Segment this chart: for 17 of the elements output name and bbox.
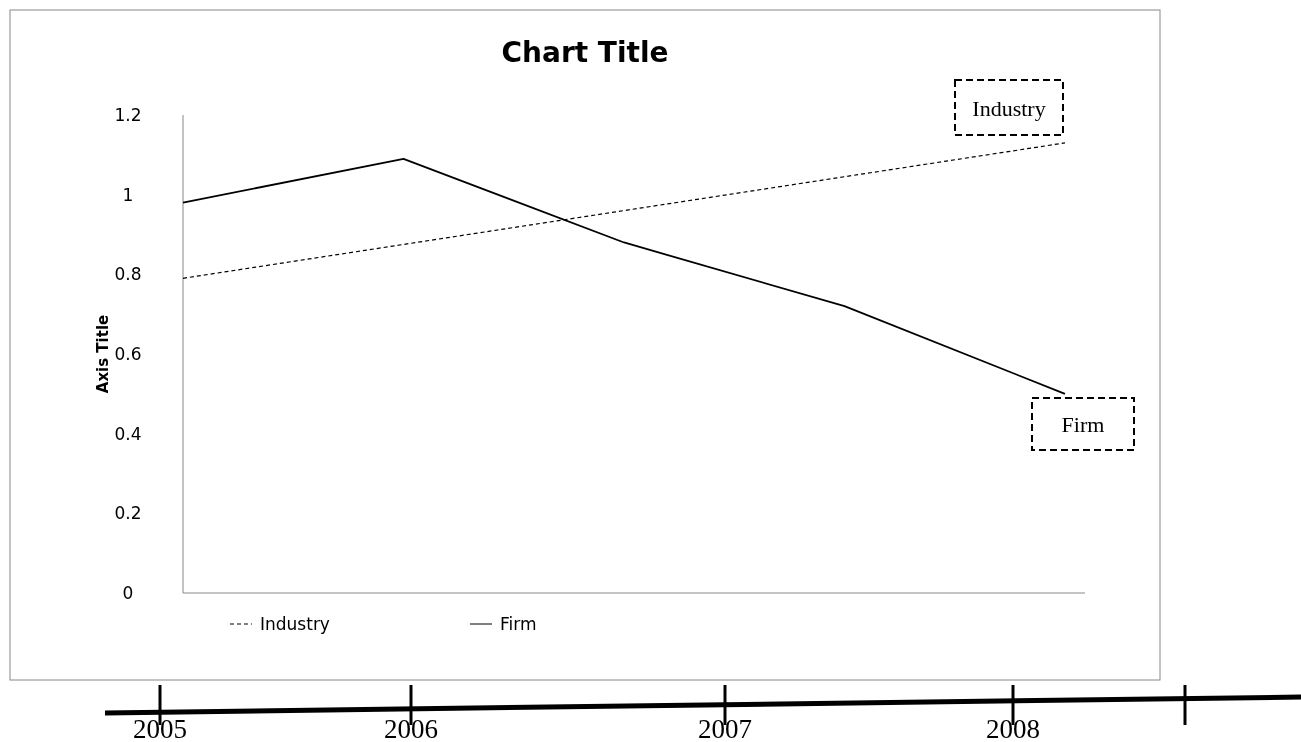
y-tick-label: 0.4 <box>114 423 142 444</box>
y-tick-label: 0.2 <box>114 503 142 524</box>
text: 2006 <box>384 714 438 742</box>
y-tick-label: 0.6 <box>114 344 142 364</box>
annotation: Industry <box>972 95 1046 121</box>
text: 2007 <box>698 714 752 742</box>
legend-label: Firm <box>500 614 537 634</box>
y-tick-label: 0 <box>122 583 134 603</box>
text: 2008 <box>986 714 1040 742</box>
y-tick-label: 0.8 <box>114 264 142 285</box>
legend-label: Industry <box>260 614 330 634</box>
text: 2005 <box>133 714 187 742</box>
chart-title: Chart Title <box>501 36 669 69</box>
y-tick-label: 1 <box>122 184 134 205</box>
y-axis-title: Axis Title <box>94 314 112 394</box>
annotation: Firm <box>1061 412 1105 437</box>
y-tick-label: 1.2 <box>114 105 142 125</box>
